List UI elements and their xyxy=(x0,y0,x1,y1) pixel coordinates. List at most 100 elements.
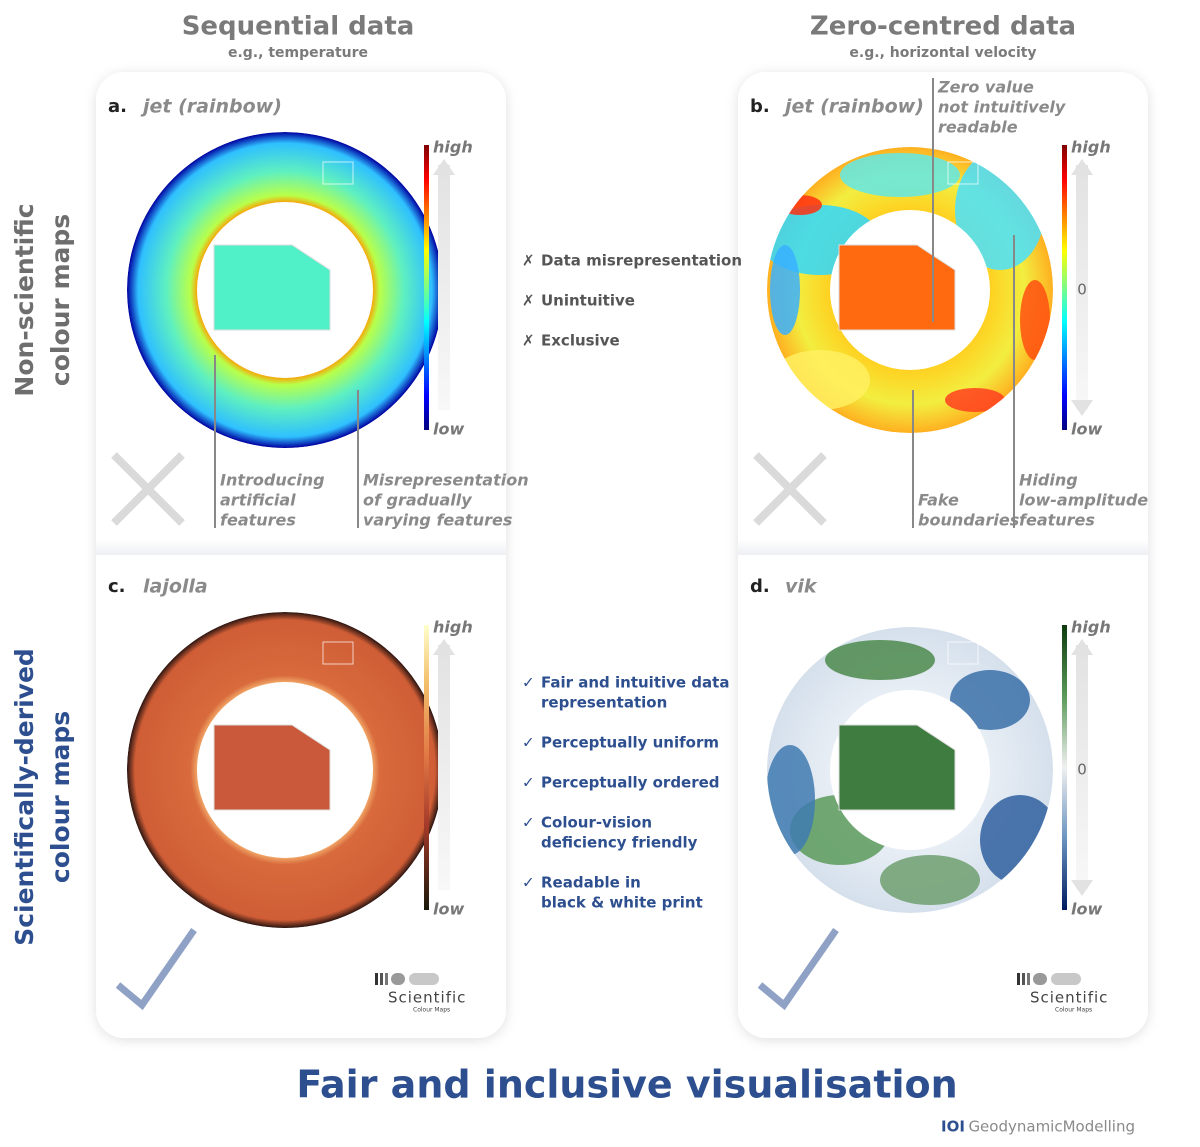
annotation: low-amplitude xyxy=(1019,491,1148,510)
panel-letter: a. xyxy=(108,96,127,117)
logo-bar xyxy=(380,973,383,985)
colour-map-name: jet (rainbow) xyxy=(782,96,924,118)
colour-bar-low: low xyxy=(1071,420,1102,439)
zoom-box xyxy=(322,641,354,665)
cons-mark: ✗ xyxy=(522,332,535,350)
annotation: Fake xyxy=(918,491,959,510)
ring-feature xyxy=(840,153,960,197)
colour-bar-high: high xyxy=(1071,138,1111,157)
annotation: Hiding xyxy=(1019,471,1078,490)
arrow-head xyxy=(1071,400,1093,416)
arrow-shaft xyxy=(438,165,450,410)
logo-name: Scientific xyxy=(388,989,466,1007)
arrow-head xyxy=(1071,639,1093,655)
check-mark xyxy=(757,928,839,1011)
pros-mark: ✓ xyxy=(522,814,535,832)
cross-mark xyxy=(753,452,827,526)
zoom-box xyxy=(947,641,979,665)
colour-bar-mid: 0 xyxy=(1077,761,1087,779)
colour-map-name: vik xyxy=(785,576,818,598)
ring-feature xyxy=(765,230,835,370)
arrow-shaft xyxy=(1076,645,1088,890)
cons-item: Data misrepresentation xyxy=(541,252,742,270)
footer-title: Fair and inclusive visualisation xyxy=(296,1063,957,1107)
column-title: Zero-centred data xyxy=(810,12,1076,42)
pros-mark: ✓ xyxy=(522,874,535,892)
inset xyxy=(838,244,956,331)
ring-feature xyxy=(980,795,1060,885)
panel-letter: b. xyxy=(750,96,770,117)
column-subtitle: e.g., horizontal velocity xyxy=(849,45,1036,61)
logo-bar xyxy=(1017,973,1020,985)
ring-feature xyxy=(765,745,815,855)
colour-bar-high: high xyxy=(433,618,473,637)
logo-name: Scientific xyxy=(1030,989,1108,1007)
ring-feature xyxy=(825,640,935,680)
arrow-shaft xyxy=(1076,165,1088,410)
annotation: not intuitively xyxy=(938,98,1066,117)
pros-item: Readable in xyxy=(541,874,641,892)
content: Sequential data e.g., temperature Zero-cen… xyxy=(10,12,1148,1136)
colour-bar xyxy=(424,145,429,430)
zoom-box xyxy=(947,161,979,185)
pros-mark: ✓ xyxy=(522,734,535,752)
annotation: features xyxy=(1019,511,1095,530)
pros-item: Perceptually ordered xyxy=(541,774,720,792)
logo-sub: Colour Maps xyxy=(413,1007,450,1014)
cons-mark: ✗ xyxy=(522,292,535,310)
colour-bar-mid: 0 xyxy=(1077,281,1087,299)
colour-bar xyxy=(1062,145,1067,430)
row-label: Scientifically-derived xyxy=(10,648,39,946)
pros-mark: ✓ xyxy=(522,774,535,792)
brand-mark: IOI xyxy=(941,1118,965,1136)
logo-bar xyxy=(409,973,439,985)
ring-feature xyxy=(950,670,1030,730)
arrow-head xyxy=(1071,880,1093,896)
colour-bar-low: low xyxy=(433,900,464,919)
ring-feature xyxy=(880,855,980,905)
row-label: Non-scientific xyxy=(10,203,39,396)
colour-bar-low: low xyxy=(1071,900,1102,919)
zoom-box xyxy=(322,161,354,185)
annotation: Misrepresentation xyxy=(363,471,529,490)
annotation: boundaries xyxy=(918,511,1019,530)
cons-item: Unintuitive xyxy=(541,292,635,310)
card-divider xyxy=(738,480,1148,555)
card-divider xyxy=(96,480,506,555)
annotation: of gradually xyxy=(363,491,472,510)
check-mark xyxy=(115,928,197,1011)
pros-mark: ✓ xyxy=(522,674,535,692)
arrow-head xyxy=(433,639,455,655)
column-title: Sequential data xyxy=(182,12,415,42)
logo-bar xyxy=(1022,973,1025,985)
pros-item: Perceptually uniform xyxy=(541,734,719,752)
cons-item: Exclusive xyxy=(541,332,620,350)
colour-bar xyxy=(1062,625,1067,910)
colour-bar xyxy=(424,625,429,910)
ring-feature xyxy=(1000,160,1060,340)
logo-bar xyxy=(1051,973,1081,985)
annotation: readable xyxy=(938,118,1018,137)
colour-bar-low: low xyxy=(433,420,464,439)
pros-item: Fair and intuitive data xyxy=(541,674,729,692)
row-label: colour maps xyxy=(46,711,75,883)
pros-item: deficiency friendly xyxy=(541,834,698,852)
inset xyxy=(213,244,331,331)
arrow-shaft xyxy=(438,645,450,890)
cons-mark: ✗ xyxy=(522,252,535,270)
column-subtitle: e.g., temperature xyxy=(228,45,368,61)
annotation: varying features xyxy=(363,511,512,530)
annotation: Zero value xyxy=(937,78,1034,97)
ring-feature xyxy=(790,795,890,865)
arrow-head xyxy=(1071,159,1093,175)
annotation: Introducing xyxy=(220,471,325,490)
row-label: colour maps xyxy=(46,214,75,386)
arrow-head xyxy=(433,159,455,175)
logo-sub: Colour Maps xyxy=(1055,1007,1092,1014)
annotation: features xyxy=(220,511,296,530)
ring-feature xyxy=(945,388,1005,412)
annotation: artificial xyxy=(220,491,296,510)
inset xyxy=(213,724,331,811)
pros-item: Colour-vision xyxy=(541,814,652,832)
